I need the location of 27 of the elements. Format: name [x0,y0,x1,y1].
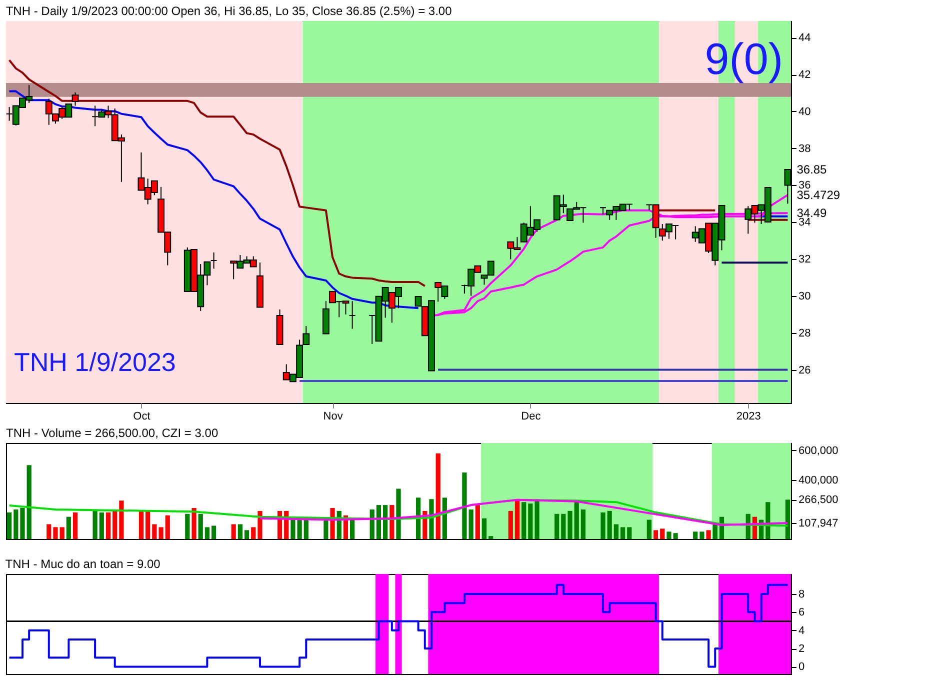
y-tick-label: 6 [798,606,805,619]
y-tick-label: 600,000 [798,444,838,457]
annotation: TNH 1/9/2023 [14,347,176,377]
y-tick-label: 38 [798,142,811,155]
chart-title: TNH - Volume = 266,500.00, CZI = 3.00 [6,426,218,440]
y-tick-label: 4 [798,624,805,637]
x-tick-label: Nov [323,410,344,422]
y-tick-label: 26 [798,364,811,376]
y-tick-label: 42 [798,69,811,82]
chart-title: TNH - Daily 1/9/2023 00:00:00 Open 36, Hi 36.85, Lo 35, Close 36.85 (2.5%) = 3.00 [6,4,452,18]
y-tick-label: 28 [798,327,811,340]
x-tick-label: Dec [521,410,542,422]
annotation: 36.85 [796,162,828,177]
y-tick-label: 32 [798,254,811,266]
annotation: 9(0) [704,35,783,84]
y-tick-label: 107,947 [798,518,838,530]
y-tick-label: 44 [798,32,811,44]
y-tick-label: 40 [798,106,811,118]
y-tick-label: 8 [798,588,805,600]
y-tick-label: 2 [798,643,805,656]
y-tick-label: 400,000 [798,474,838,486]
y-tick-label: 266,500 [798,494,838,506]
x-tick-label: 2023 [736,410,761,422]
chart-title: TNH - Muc do an toan = 9.00 [5,557,161,571]
y-tick-label: 0 [798,661,805,674]
x-tick-label: Oct [133,410,150,422]
y-tick-label: 30 [798,290,811,302]
